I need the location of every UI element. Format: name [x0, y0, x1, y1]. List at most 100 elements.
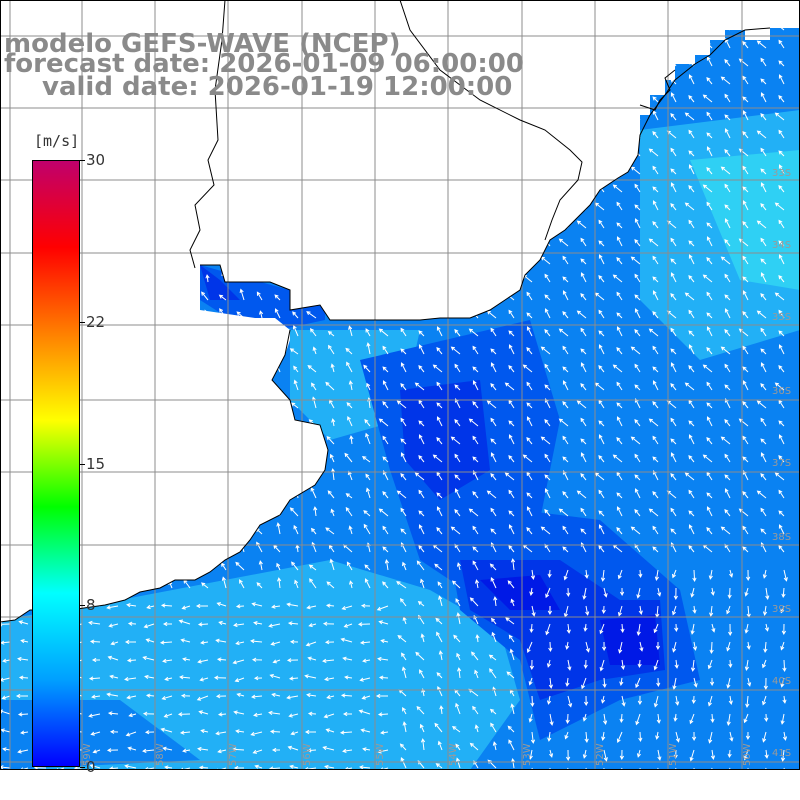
wind-arrow: [616, 436, 623, 445]
wind-arrow: [720, 166, 731, 175]
wind-arrow: [145, 693, 155, 698]
wind-arrow: [88, 713, 101, 718]
wind-arrow: [362, 747, 371, 752]
wind-arrow: [760, 92, 767, 103]
wind-arrow: [544, 328, 551, 337]
wind-arrow: [200, 640, 209, 645]
wind-arrow: [782, 659, 787, 673]
wind-arrow: [675, 731, 680, 743]
wind-arrow: [401, 652, 407, 661]
wind-arrow: [530, 695, 535, 708]
wind-arrow: [456, 652, 461, 661]
wind-arrow: [435, 763, 443, 769]
wind-arrow: [414, 472, 425, 481]
wind-arrow: [745, 569, 751, 582]
wind-arrow: [510, 703, 515, 715]
wind-arrow: [756, 40, 767, 49]
wind-arrow: [652, 400, 659, 409]
wind-arrow: [216, 602, 227, 607]
wind-arrow: [688, 524, 695, 535]
wind-arrow: [382, 380, 389, 391]
forecast-date: forecast date: 2026-01-09 06:00:00: [4, 49, 524, 79]
wind-arrow: [634, 183, 641, 193]
wind-arrow: [724, 114, 731, 121]
wind-arrow: [454, 453, 461, 463]
wind-arrow: [598, 454, 605, 463]
wind-arrow: [598, 344, 605, 355]
wind-arrow: [688, 420, 695, 427]
wind-arrow: [566, 623, 571, 634]
wind-arrow: [576, 490, 587, 499]
wind-arrow: [436, 436, 443, 445]
wind-arrow: [414, 382, 425, 391]
wind-arrow: [506, 671, 515, 679]
wind-arrow: [582, 713, 587, 722]
wind-arrow: [783, 569, 788, 582]
wind-arrow: [345, 493, 353, 499]
wind-arrow: [0, 709, 11, 715]
wind-arrow: [402, 561, 407, 571]
wind-arrow: [598, 240, 605, 247]
wind-arrow: [760, 348, 767, 355]
wind-arrow: [778, 74, 785, 85]
wind-arrow: [585, 641, 590, 653]
wind-arrow: [742, 366, 749, 373]
wind-arrow: [634, 363, 641, 373]
wind-arrow: [322, 746, 335, 751]
wind-arrow: [307, 365, 317, 373]
wind-arrow: [239, 288, 245, 301]
wind-arrow: [450, 436, 461, 445]
wind-arrow: [688, 74, 695, 85]
wind-arrow: [288, 676, 299, 681]
wind-arrow: [672, 677, 677, 690]
wind-arrow: [504, 472, 515, 481]
wind-arrow: [760, 507, 767, 517]
wind-arrow: [600, 569, 606, 582]
wind-arrow: [670, 92, 677, 103]
wind-arrow: [724, 38, 731, 49]
wind-arrow: [436, 381, 443, 391]
wind-arrow: [634, 474, 641, 481]
lat-label: 37S: [772, 458, 791, 469]
wind-arrow: [549, 713, 554, 726]
wind-arrow: [652, 546, 659, 553]
wind-arrow: [340, 693, 353, 698]
wind-arrow: [454, 474, 461, 481]
wind-arrow: [436, 526, 443, 535]
wind-arrow: [762, 569, 767, 579]
wind-arrow: [620, 659, 626, 670]
wind-arrow: [456, 562, 461, 571]
wind-arrow: [526, 381, 533, 391]
wind-arrow: [162, 746, 173, 751]
wind-arrow: [326, 435, 335, 445]
wind-arrow: [142, 748, 155, 753]
wind-arrow: [778, 434, 785, 445]
wind-arrow: [306, 693, 317, 698]
bottom-margin: [0, 770, 800, 800]
wind-arrow: [451, 725, 461, 733]
wind-arrow: [598, 254, 605, 265]
wind-arrow: [146, 604, 155, 610]
wind-arrow: [562, 380, 569, 391]
wind-arrow: [780, 605, 785, 614]
wind-arrow: [684, 472, 695, 481]
wind-arrow: [436, 631, 443, 643]
wind-arrow: [742, 400, 749, 409]
wind-arrow: [419, 723, 425, 733]
wind-arrow: [363, 364, 371, 373]
wind-arrow: [434, 563, 443, 571]
wind-arrow: [143, 623, 155, 629]
wind-arrow: [375, 693, 388, 699]
wind-arrow: [377, 656, 389, 662]
wind-arrow: [179, 730, 191, 735]
wind-arrow: [544, 294, 551, 301]
wind-arrow: [197, 746, 209, 752]
wind-arrow: [637, 659, 642, 669]
wind-arrow: [728, 659, 733, 669]
wind-arrow: [526, 326, 533, 337]
wind-arrow: [164, 676, 173, 681]
wind-arrow: [690, 659, 696, 672]
wind-arrow: [634, 418, 641, 427]
wind-arrow: [382, 366, 389, 373]
